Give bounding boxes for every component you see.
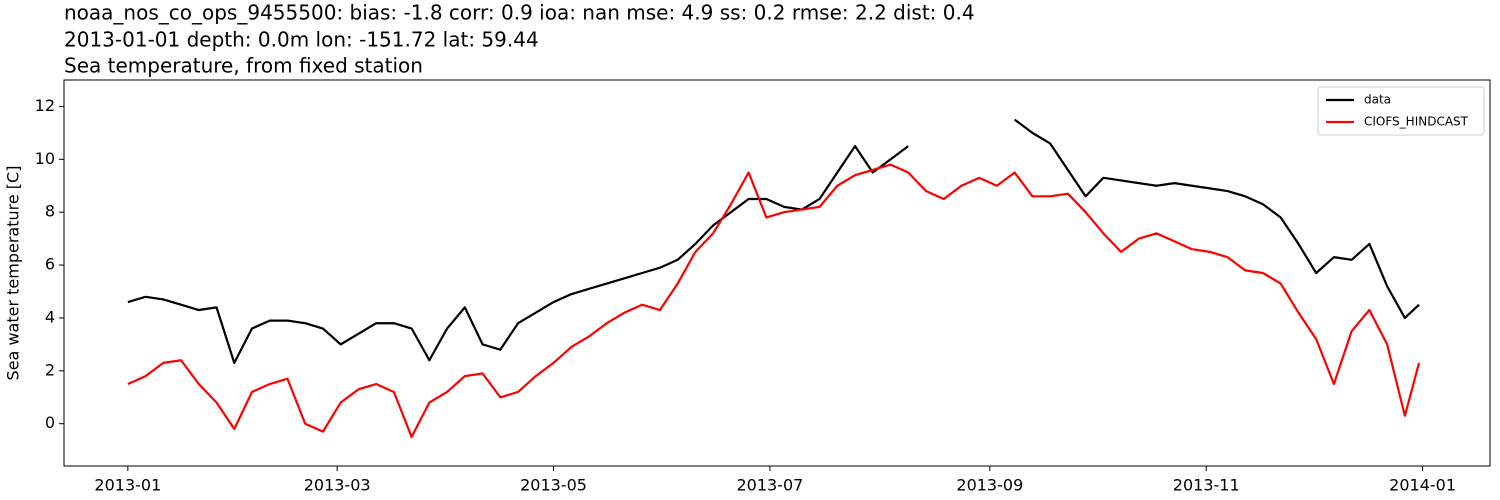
title-line: 2013-01-01 depth: 0.0m lon: -151.72 lat:… xyxy=(64,28,539,52)
y-tick-label: 12 xyxy=(35,96,55,115)
y-tick-label: 10 xyxy=(35,149,55,168)
y-tick-label: 0 xyxy=(45,413,55,432)
y-tick-label: 4 xyxy=(45,307,55,326)
x-tick-label: 2013-03 xyxy=(304,476,371,495)
title-line: noaa_nos_co_ops_9455500: bias: -1.8 corr… xyxy=(64,1,975,25)
x-tick-label: 2013-09 xyxy=(956,476,1023,495)
x-tick-label: 2014-01 xyxy=(1389,476,1456,495)
y-tick-label: 8 xyxy=(45,202,55,221)
legend-label: data xyxy=(1364,93,1391,107)
legend-box xyxy=(1317,86,1485,136)
legend-label: CIOFS_HINDCAST xyxy=(1364,115,1469,129)
x-tick-label: 2013-05 xyxy=(520,476,587,495)
data-line xyxy=(127,163,1421,439)
x-tick-label: 2013-11 xyxy=(1173,476,1240,495)
x-tick-label: 2013-01 xyxy=(94,476,161,495)
x-tick-label: 2013-07 xyxy=(736,476,803,495)
y-tick-label: 2 xyxy=(45,360,55,379)
y-tick-label: 6 xyxy=(45,255,55,274)
data-line xyxy=(127,118,1420,364)
y-axis-label: Sea water temperature [C] xyxy=(4,166,23,381)
plot-frame xyxy=(63,79,1491,467)
title-line: Sea temperature, from fixed station xyxy=(64,54,423,78)
